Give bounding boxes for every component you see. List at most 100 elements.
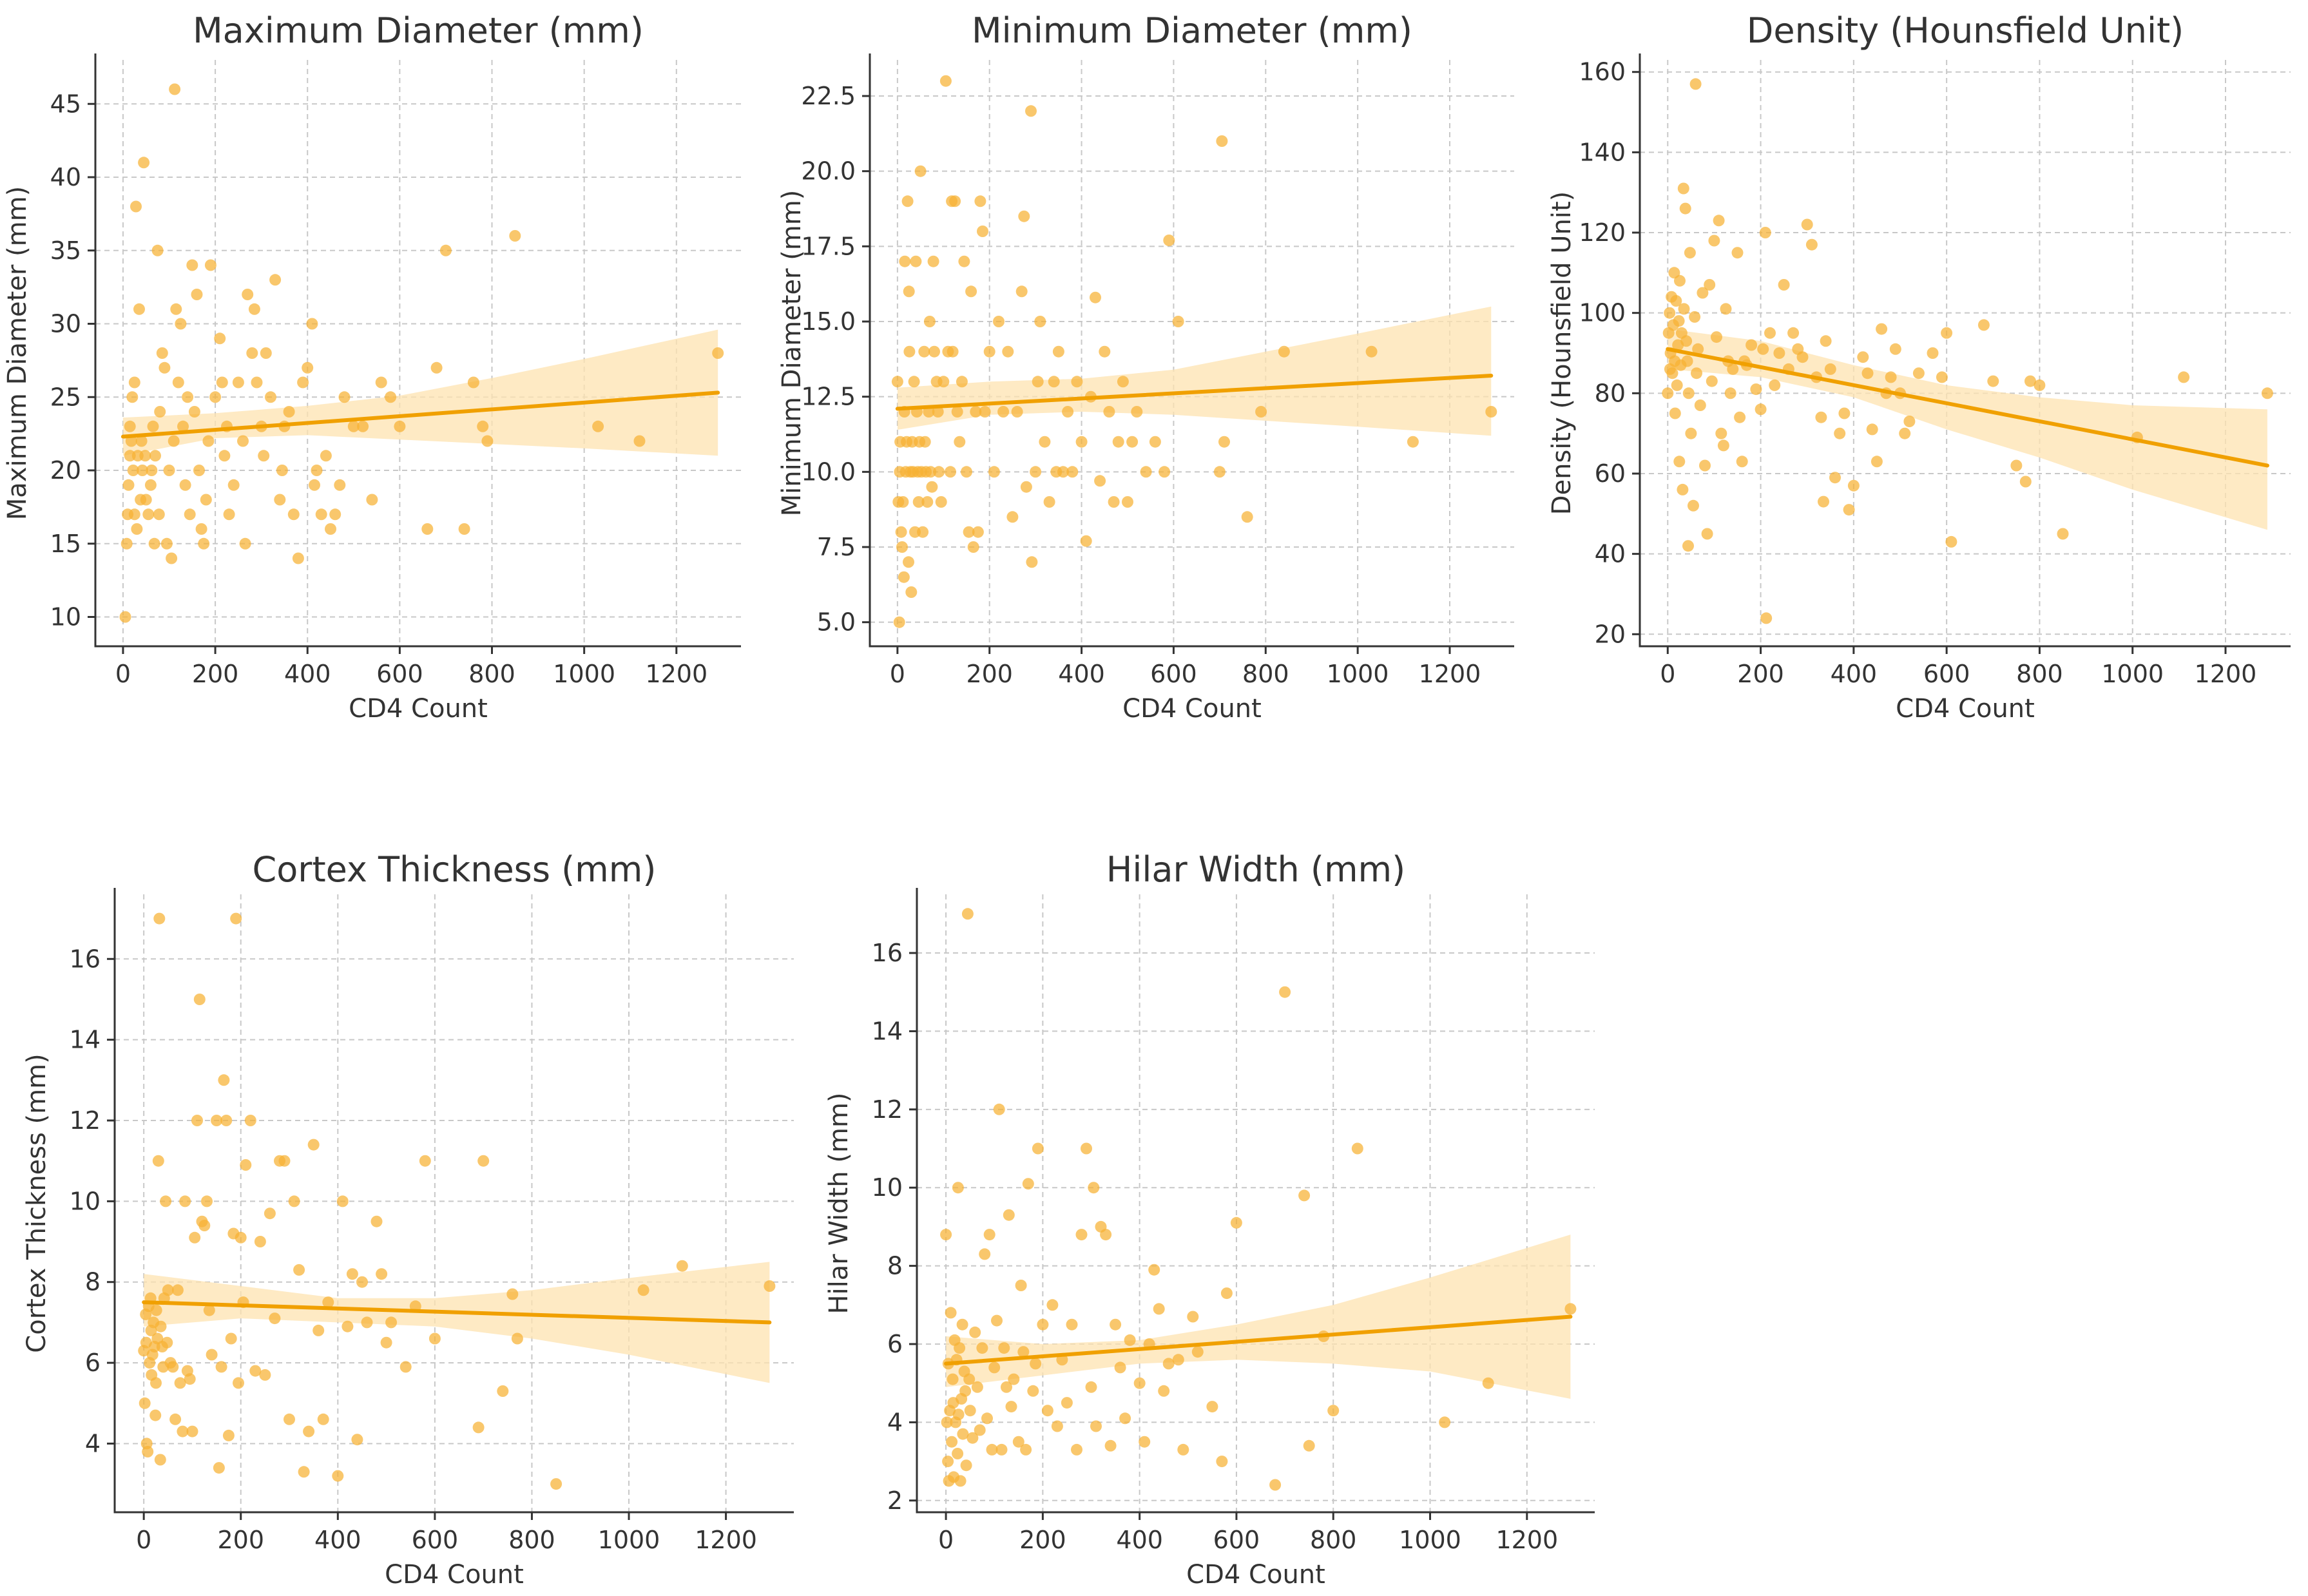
y-tick-label: 12.5: [801, 383, 856, 411]
data-point: [1681, 355, 1693, 367]
data-point: [1861, 367, 1874, 380]
x-tick-label: 200: [966, 660, 1013, 688]
data-point: [191, 289, 203, 300]
data-point: [153, 508, 165, 521]
data-point: [1071, 376, 1083, 388]
data-point: [1002, 345, 1014, 358]
data-point: [159, 361, 171, 374]
data-point: [1750, 383, 1762, 396]
data-point: [230, 912, 242, 925]
data-point: [1020, 1443, 1032, 1456]
y-tick-label: 8: [887, 1252, 903, 1280]
data-point: [2034, 379, 2046, 391]
x-tick-label: 1200: [1495, 1526, 1558, 1554]
data-point: [1100, 1229, 1112, 1241]
data-point: [952, 1409, 965, 1421]
y-tick-label: 40: [50, 163, 81, 191]
data-point: [2010, 459, 2023, 472]
data-point: [1731, 247, 1744, 259]
y-tick-label: 10.0: [801, 457, 856, 486]
data-point: [1177, 1443, 1189, 1456]
data-point: [974, 195, 986, 207]
y-tick-label: 5.0: [817, 608, 856, 637]
data-point: [1796, 351, 1809, 363]
data-point: [1090, 291, 1101, 303]
data-point: [1482, 1377, 1494, 1389]
data-point: [419, 1155, 431, 1167]
data-point: [154, 1454, 166, 1466]
data-point: [154, 406, 166, 418]
data-point: [233, 1377, 244, 1389]
data-point: [1820, 335, 1832, 347]
data-point: [927, 255, 939, 267]
data-point: [203, 1304, 215, 1316]
data-point: [947, 345, 959, 358]
data-point: [903, 556, 914, 568]
data-point: [184, 508, 196, 521]
data-point: [1787, 327, 1800, 339]
data-point: [133, 303, 145, 315]
chart-panel-4: 0 200 400 600 800 1000 1200 4 6 8 10 12 14 16 Cortex T…: [22, 849, 794, 1590]
data-point: [361, 1316, 373, 1329]
data-point: [917, 526, 929, 538]
data-point: [239, 537, 251, 550]
data-point: [1032, 1142, 1044, 1155]
x-tick-label: 0: [938, 1526, 954, 1554]
data-point: [235, 1231, 247, 1244]
data-point: [179, 479, 191, 491]
data-point: [910, 255, 922, 267]
data-point: [1162, 1358, 1175, 1370]
data-point: [966, 1432, 979, 1444]
data-point: [993, 1103, 1005, 1115]
data-point: [467, 376, 479, 389]
data-point: [897, 496, 909, 508]
data-point: [1278, 345, 1290, 358]
data-point: [1715, 427, 1727, 439]
data-point: [177, 420, 189, 432]
data-point: [1172, 1354, 1184, 1366]
data-point: [149, 450, 161, 462]
data-point: [1439, 1416, 1451, 1428]
chart-panel-3: 0 200 400 600 800 1000 1200 20 40 60 80 100 120 140 16…: [1547, 10, 2291, 724]
data-point: [193, 465, 205, 476]
x-axis-label: CD4 Count: [1186, 1560, 1325, 1590]
data-point: [1885, 371, 1897, 383]
data-point: [1103, 406, 1115, 418]
data-point: [1062, 406, 1074, 418]
data-point: [220, 1115, 233, 1126]
data-point: [1269, 1479, 1282, 1491]
chart-panel-1: 0 200 400 600 800 1000 1200 10 15 20 25 30 35 40 45 Max…: [3, 10, 741, 724]
data-point: [935, 496, 947, 508]
x-tick-label: 1200: [1419, 660, 1481, 688]
data-point: [260, 347, 272, 359]
data-point: [970, 406, 982, 418]
confidence-band: [946, 1235, 1571, 1399]
data-point: [152, 1155, 164, 1167]
data-point: [160, 537, 173, 550]
data-point: [965, 285, 977, 298]
data-point: [1117, 376, 1129, 388]
data-point: [1218, 436, 1230, 448]
data-point: [1677, 483, 1689, 495]
data-point: [1801, 218, 1813, 231]
regression-line: [1666, 347, 2269, 468]
x-tick-label: 600: [376, 660, 423, 688]
data-point: [1407, 436, 1419, 448]
x-tick-label: 1000: [1327, 660, 1389, 688]
data-point: [1099, 345, 1111, 358]
x-tick-label: 1000: [598, 1526, 660, 1554]
y-tick-label: 7.5: [817, 533, 856, 561]
data-point: [283, 406, 295, 418]
data-point: [969, 1326, 981, 1338]
data-point: [1046, 1299, 1059, 1311]
data-point: [1736, 456, 1748, 468]
data-point: [1689, 311, 1701, 323]
data-point: [218, 450, 231, 462]
data-point: [171, 1284, 184, 1296]
y-tick-label: 16: [872, 939, 903, 967]
data-point: [193, 994, 206, 1005]
data-point: [509, 230, 521, 242]
data-point: [1673, 456, 1686, 468]
data-point: [160, 1195, 172, 1207]
data-point: [1847, 479, 1860, 492]
